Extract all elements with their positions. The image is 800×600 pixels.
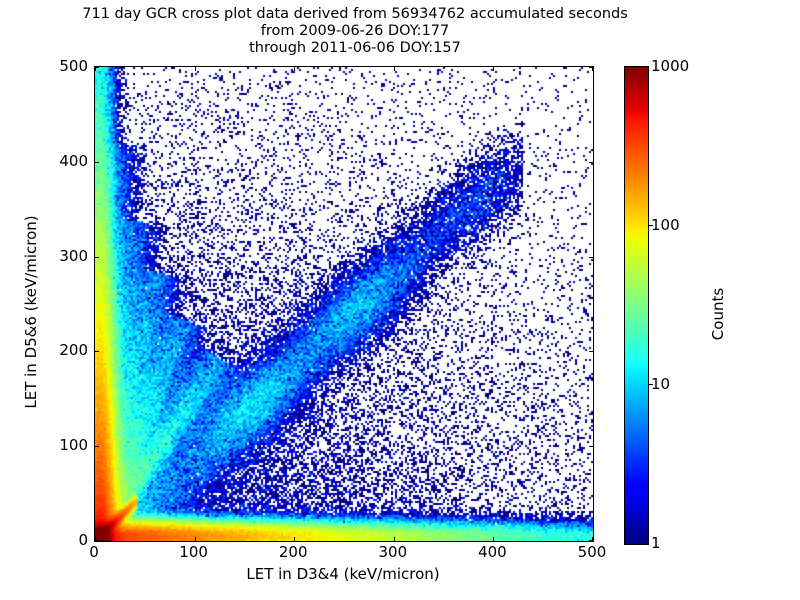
y-tick-label-200: 200 bbox=[59, 341, 88, 360]
y-tick-100 bbox=[95, 446, 99, 448]
plot-area bbox=[94, 66, 594, 542]
y-axis-label: LET in D5&6 (keV/micron) bbox=[22, 215, 40, 409]
x-tick-400 bbox=[493, 537, 495, 541]
x-axis-label: LET in D3&4 (keV/micron) bbox=[246, 565, 440, 583]
y-tick-0 bbox=[95, 540, 99, 541]
y-tick-200 bbox=[589, 351, 593, 353]
colorbar-tick-label-100: 100 bbox=[651, 216, 680, 234]
y-tick-400 bbox=[589, 161, 593, 163]
y-tick-200 bbox=[95, 351, 99, 353]
colorbar-gradient bbox=[625, 67, 648, 544]
x-tick-label-100: 100 bbox=[179, 543, 208, 561]
x-tick-0 bbox=[95, 537, 96, 541]
y-tick-500 bbox=[589, 67, 593, 68]
title-line-1: 711 day GCR cross plot data derived from… bbox=[82, 6, 628, 22]
y-tick-400 bbox=[95, 161, 99, 163]
colorbar-tick-label-1: 1 bbox=[651, 534, 661, 552]
y-tick-500 bbox=[95, 67, 99, 68]
colorbar-label: Counts bbox=[709, 287, 727, 341]
colorbar-tick-100 bbox=[648, 225, 653, 226]
x-tick-200 bbox=[294, 67, 296, 71]
x-tick-label-500: 500 bbox=[577, 543, 607, 561]
y-tick-100 bbox=[589, 446, 593, 448]
x-tick-300 bbox=[393, 67, 395, 71]
y-tick-label-0: 0 bbox=[78, 531, 88, 549]
y-tick-label-400: 400 bbox=[59, 151, 88, 170]
y-tick-label-500: 500 bbox=[59, 57, 88, 75]
y-tick-label-300: 300 bbox=[59, 246, 88, 265]
x-tick-500 bbox=[592, 67, 593, 71]
x-tick-100 bbox=[194, 537, 196, 541]
y-tick-label-100: 100 bbox=[59, 436, 88, 455]
density-scatter-plot bbox=[95, 67, 593, 541]
x-tick-400 bbox=[493, 67, 495, 71]
x-tick-200 bbox=[294, 537, 296, 541]
y-tick-0 bbox=[589, 540, 593, 541]
title-line-3: through 2011-06-06 DOY:157 bbox=[249, 40, 461, 56]
colorbar bbox=[624, 66, 649, 545]
x-tick-label-200: 200 bbox=[278, 543, 308, 561]
y-tick-300 bbox=[589, 256, 593, 258]
x-tick-0 bbox=[95, 67, 96, 71]
colorbar-tick-label-10: 10 bbox=[651, 375, 671, 393]
title-line-2: from 2009-06-26 DOY:177 bbox=[260, 23, 450, 39]
chart-title: 711 day GCR cross plot data derived from… bbox=[0, 6, 710, 57]
y-tick-300 bbox=[95, 256, 99, 258]
x-tick-label-300: 300 bbox=[378, 543, 408, 561]
x-tick-label-0: 0 bbox=[89, 543, 99, 561]
colorbar-tick-label-1000: 1000 bbox=[651, 57, 690, 75]
x-tick-100 bbox=[194, 67, 196, 71]
x-tick-300 bbox=[393, 537, 395, 541]
x-tick-label-400: 400 bbox=[478, 543, 507, 561]
x-tick-500 bbox=[592, 537, 593, 541]
colorbar-tick-10 bbox=[648, 384, 653, 385]
